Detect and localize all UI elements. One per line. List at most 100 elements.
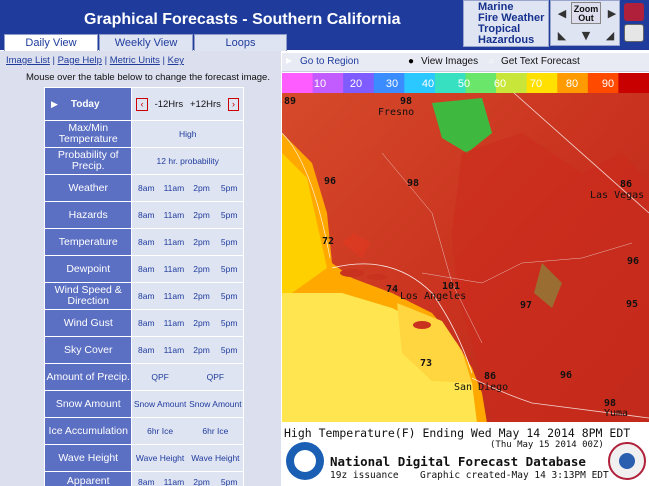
time-cell[interactable]: 5pm (220, 291, 238, 301)
color-scale-tick: 20 (350, 78, 362, 90)
time-cell[interactable]: 5pm (220, 183, 238, 193)
today-label: Today (70, 98, 100, 110)
go-to-region-link[interactable]: Go to Region (300, 56, 359, 67)
time-cell[interactable]: 8am (138, 291, 155, 301)
row-cells: 8am 11am 2pm 5pm (131, 174, 244, 202)
next-12hrs-button[interactable]: +12Hrs (190, 98, 221, 110)
time-cell[interactable]: 8am (138, 210, 155, 220)
created-label: Graphic created-May 14 3:13PM EDT (420, 470, 609, 481)
table-row: Snow Amount Snow Amount Snow Amount (43, 390, 244, 418)
prev-arrow-icon[interactable]: ‹ (136, 97, 148, 111)
time-cell[interactable]: 11am (163, 264, 185, 274)
time-cell[interactable]: 11am (163, 210, 185, 220)
time-cell[interactable]: 2pm (193, 237, 210, 247)
row-cells: 8am 11am 2pm 5pm (131, 282, 244, 310)
time-cell[interactable]: 8am (138, 183, 155, 193)
time-cell[interactable]: 2pm (193, 318, 210, 328)
time-cell[interactable]: 5pm (220, 345, 238, 355)
row-label: Hazards (43, 201, 133, 229)
key-link[interactable]: Key (167, 55, 184, 66)
time-cell[interactable]: 12 hr. probability (156, 156, 219, 166)
time-cell[interactable]: 5pm (220, 318, 238, 328)
today-cell[interactable]: ▶ Today (43, 87, 133, 121)
color-scale-tick: 60 (494, 78, 506, 90)
time-cell[interactable]: 8am (138, 318, 155, 328)
time-cell[interactable]: High (178, 129, 197, 139)
time-cell[interactable]: Wave Height (135, 453, 185, 463)
time-cell[interactable]: 2pm (193, 476, 210, 486)
book-icon[interactable] (624, 3, 644, 21)
pan-down-left-icon[interactable]: ◣ (557, 28, 567, 42)
pan-left-icon[interactable]: ◀ (557, 6, 567, 20)
temp-label: 96 (324, 176, 337, 187)
hazard-menu: Marine Fire Weather Tropical Hazardous (463, 0, 549, 47)
time-cell[interactable]: QPF (151, 372, 169, 382)
time-cell[interactable]: 2pm (193, 291, 210, 301)
time-cell[interactable]: 2pm (193, 345, 210, 355)
time-cell[interactable]: 6hr Ice (202, 426, 229, 436)
los-angeles-temp: 101 (442, 281, 461, 292)
tab-daily-view[interactable]: Daily View (4, 34, 98, 51)
text-forecast-radio[interactable]: ○ (488, 56, 495, 67)
pan-down-right-icon[interactable]: ◢ (605, 28, 615, 42)
fire-weather-link[interactable]: Fire Weather (478, 12, 545, 24)
map-title: High Temperature(F) Ending Wed May 14 20… (284, 426, 631, 440)
time-cell[interactable]: 5pm (220, 210, 238, 220)
zoom-out-button[interactable]: Zoom Out (571, 2, 601, 24)
side-icons (622, 2, 646, 46)
text-forecast-label: Get Text Forecast (501, 56, 580, 67)
time-cell[interactable]: 2pm (193, 264, 210, 274)
page-help-link[interactable]: Page Help (57, 55, 102, 66)
forecast-map[interactable]: 89 98 Fresno 96 98 86 Las Vegas 72 96 10… (282, 93, 649, 486)
header-bar: Graphical Forecasts - Southern Californi… (0, 0, 649, 50)
time-cell[interactable]: 11am (163, 291, 185, 301)
printer-icon[interactable] (624, 24, 644, 42)
color-scale-swatch (618, 73, 649, 93)
time-cell[interactable]: 2pm (193, 210, 210, 220)
row-label: Sky Cover (43, 336, 133, 364)
color-scale-swatch (587, 73, 620, 93)
row-label: Max/Min Temperature (43, 120, 133, 148)
next-arrow-icon[interactable]: › (227, 97, 239, 111)
table-row: Apparent 8am 11am 2pm 5pm (43, 471, 244, 486)
view-images-radio[interactable]: ● (408, 56, 415, 67)
tropical-link[interactable]: Tropical (478, 23, 521, 35)
help-links: Image List | Page Help | Metric Units | … (6, 55, 184, 66)
time-cell[interactable]: 2pm (193, 183, 210, 193)
tab-loops[interactable]: Loops (194, 34, 287, 51)
time-cell[interactable]: 5pm (220, 264, 238, 274)
time-cell[interactable]: 11am (163, 476, 185, 486)
time-cell[interactable]: 11am (163, 237, 185, 247)
san-diego-temp: 86 (484, 371, 497, 382)
time-cell[interactable]: 8am (138, 237, 155, 247)
time-cell[interactable]: 5pm (220, 237, 238, 247)
prev-12hrs-button[interactable]: -12Hrs (154, 98, 184, 110)
pan-down-icon[interactable]: ▼ (581, 28, 591, 42)
time-cell[interactable]: 8am (138, 476, 155, 486)
time-cell[interactable]: 11am (163, 183, 185, 193)
marine-link[interactable]: Marine (478, 1, 514, 13)
time-cell[interactable]: 11am (163, 318, 185, 328)
pan-right-icon[interactable]: ▶ (607, 6, 617, 20)
table-row: Temperature 8am 11am 2pm 5pm (43, 228, 244, 256)
image-list-link[interactable]: Image List (6, 55, 50, 66)
yuma-label: Yuma (604, 408, 629, 419)
hazardous-link[interactable]: Hazardous (478, 34, 535, 46)
time-cell[interactable]: Snow Amount (133, 399, 187, 409)
time-cell[interactable]: 6hr Ice (147, 426, 174, 436)
time-cell[interactable]: 5pm (220, 476, 238, 486)
temp-label: 96 (627, 256, 640, 267)
time-cell[interactable]: Wave Height (191, 453, 240, 463)
time-cell[interactable]: Snow Amount (189, 399, 242, 409)
time-cell[interactable]: QPF (206, 372, 225, 382)
time-cell[interactable]: 8am (138, 345, 155, 355)
row-label: Weather (43, 174, 133, 202)
metric-units-link[interactable]: Metric Units (109, 55, 160, 66)
time-cell[interactable]: 11am (163, 345, 185, 355)
time-cell[interactable]: 8am (138, 264, 155, 274)
color-scale-swatch (312, 73, 345, 93)
yuma-temp: 98 (604, 398, 617, 409)
tab-weekly-view[interactable]: Weekly View (99, 34, 193, 51)
las-vegas-temp: 86 (620, 179, 633, 190)
color-scale-swatch (434, 73, 467, 93)
